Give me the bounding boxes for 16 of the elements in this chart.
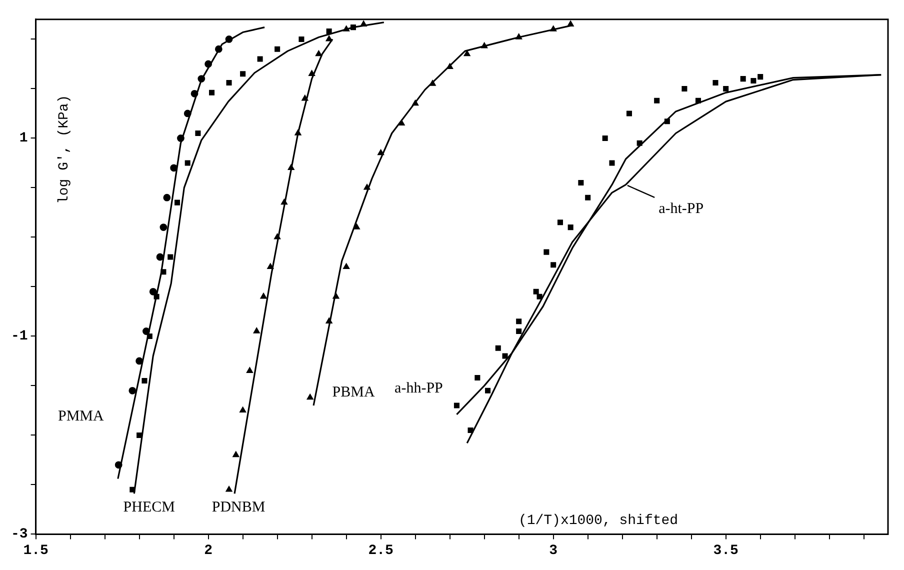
x-tick-label: 2.5: [368, 543, 394, 560]
y-tick-label: 1: [19, 130, 28, 147]
y-axis-title: log G', (KPa): [56, 94, 73, 204]
series-label: PBMA: [332, 384, 375, 400]
series-label: PDNBM: [212, 500, 266, 516]
x-tick-label: 1.5: [23, 543, 48, 560]
text: a-ht-PP: [658, 201, 704, 218]
x-axis-title: (1/T)x1000, shifted: [518, 512, 678, 529]
x-tick-label: 2: [204, 543, 213, 560]
x-tick-label: 3.5: [713, 543, 738, 560]
series-label: a-hh-PP: [394, 380, 443, 396]
x-tick-label: 3: [549, 543, 558, 560]
y-tick-label: -1: [10, 328, 28, 345]
series-label: PMMA: [58, 408, 104, 425]
y-tick-label: -3: [10, 526, 28, 543]
series-label: PHECM: [123, 500, 175, 516]
